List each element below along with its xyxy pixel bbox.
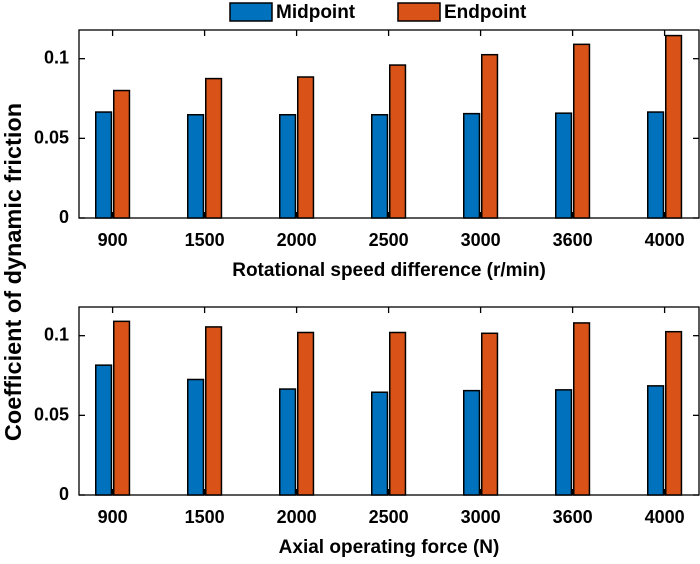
svg-text:1500: 1500 bbox=[185, 230, 225, 250]
svg-text:Endpoint: Endpoint bbox=[444, 2, 527, 23]
svg-text:3600: 3600 bbox=[553, 507, 593, 527]
svg-text:Midpoint: Midpoint bbox=[276, 2, 356, 23]
svg-text:0.05: 0.05 bbox=[34, 127, 69, 147]
svg-text:0.05: 0.05 bbox=[34, 404, 69, 424]
svg-text:0: 0 bbox=[59, 207, 69, 227]
svg-text:Rotational speed difference (r: Rotational speed difference (r/min) bbox=[232, 260, 546, 281]
svg-text:0.1: 0.1 bbox=[44, 325, 69, 345]
svg-text:900: 900 bbox=[98, 507, 128, 527]
svg-text:4000: 4000 bbox=[645, 507, 685, 527]
svg-text:3600: 3600 bbox=[553, 230, 593, 250]
svg-text:4000: 4000 bbox=[645, 230, 685, 250]
svg-text:900: 900 bbox=[98, 230, 128, 250]
svg-text:Coefficient of dynamic frictio: Coefficient of dynamic friction bbox=[0, 103, 26, 441]
svg-text:2500: 2500 bbox=[369, 507, 409, 527]
svg-text:3000: 3000 bbox=[461, 230, 501, 250]
svg-text:3000: 3000 bbox=[461, 507, 501, 527]
svg-text:0: 0 bbox=[59, 484, 69, 504]
svg-text:2000: 2000 bbox=[277, 230, 317, 250]
svg-text:Axial operating force (N): Axial operating force (N) bbox=[279, 537, 500, 558]
svg-text:2500: 2500 bbox=[369, 230, 409, 250]
svg-text:2000: 2000 bbox=[277, 507, 317, 527]
svg-text:1500: 1500 bbox=[185, 507, 225, 527]
svg-text:0.1: 0.1 bbox=[44, 48, 69, 68]
